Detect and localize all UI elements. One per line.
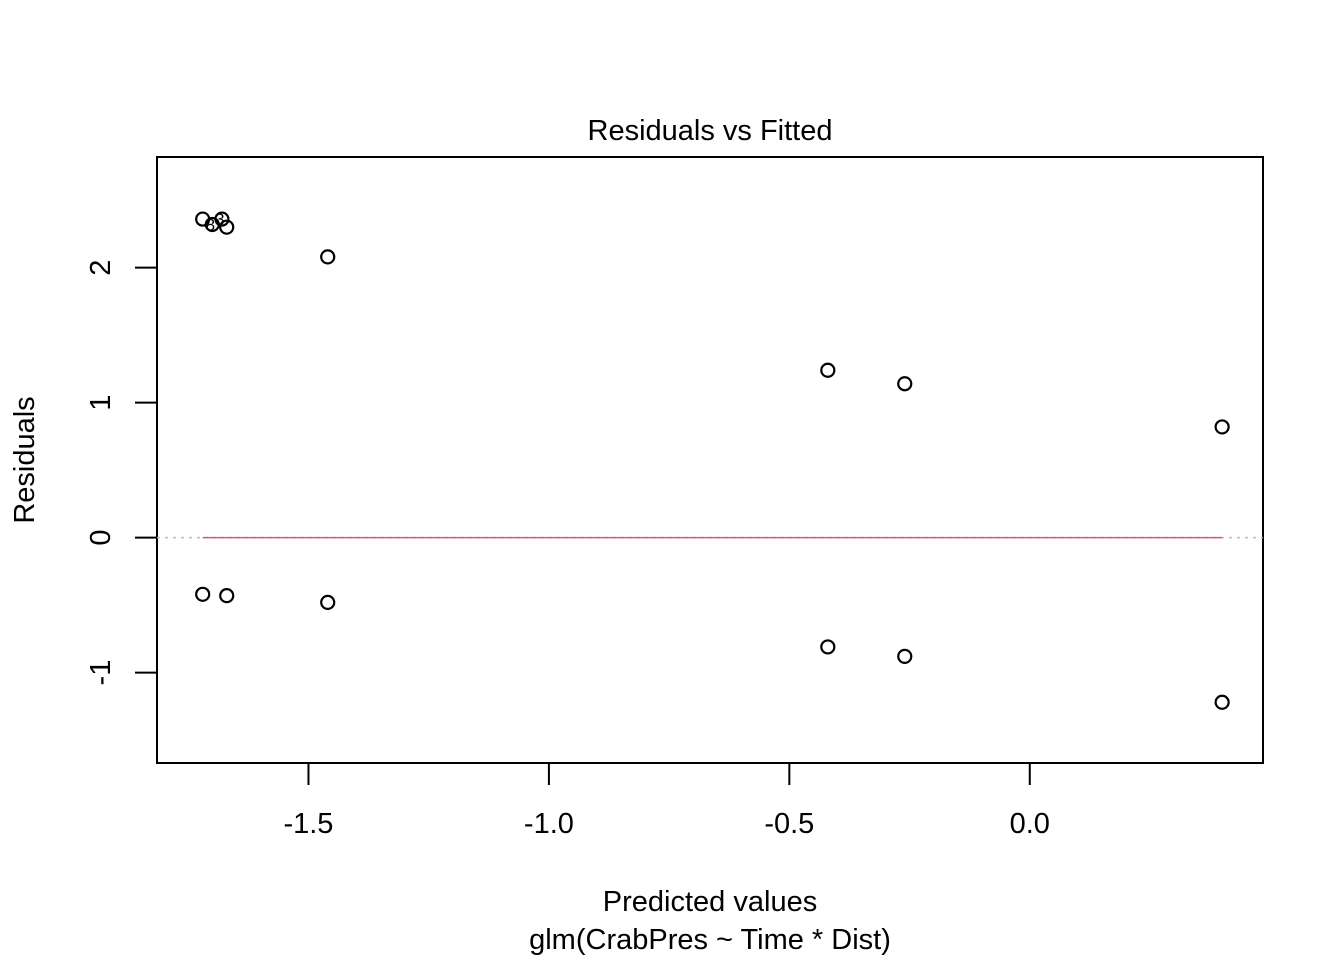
chart-title: Residuals vs Fitted: [588, 115, 833, 147]
point-label: 8: [206, 215, 215, 234]
plot-frame: [156, 156, 1264, 764]
x-tick-label: -0.5: [764, 808, 814, 840]
x-tick-label: 0.0: [1010, 808, 1050, 840]
data-point: [219, 219, 235, 235]
y-tick-label: 0: [85, 530, 117, 546]
data-point: [897, 376, 913, 392]
data-point: [1214, 694, 1230, 710]
data-point: [897, 648, 913, 664]
x-tick-label: -1.5: [283, 808, 333, 840]
chart-subtitle: glm(CrabPres ~ Time * Dist): [529, 924, 891, 956]
x-axis-label: Predicted values: [603, 886, 817, 918]
data-point: [1214, 419, 1230, 435]
point-label: 3: [215, 210, 224, 229]
point-labels: 38: [206, 210, 225, 234]
x-tick-label: -1.0: [524, 808, 574, 840]
x-axis: -1.5 -1.0 -0.5 0.0: [283, 762, 1050, 840]
data-point: [320, 249, 336, 265]
y-tick-label: -1: [85, 660, 117, 686]
y-axis-label: Residuals: [9, 396, 41, 523]
data-point: [320, 594, 336, 610]
data-point: [219, 588, 235, 604]
data-point: [214, 211, 230, 227]
data-point: [820, 639, 836, 655]
y-tick-label: 1: [85, 395, 117, 411]
y-tick-label: 2: [85, 260, 117, 276]
data-point: [195, 586, 211, 602]
data-point: [820, 362, 836, 378]
y-axis: -1 0 1 2: [85, 260, 158, 686]
data-points: [195, 211, 1230, 710]
